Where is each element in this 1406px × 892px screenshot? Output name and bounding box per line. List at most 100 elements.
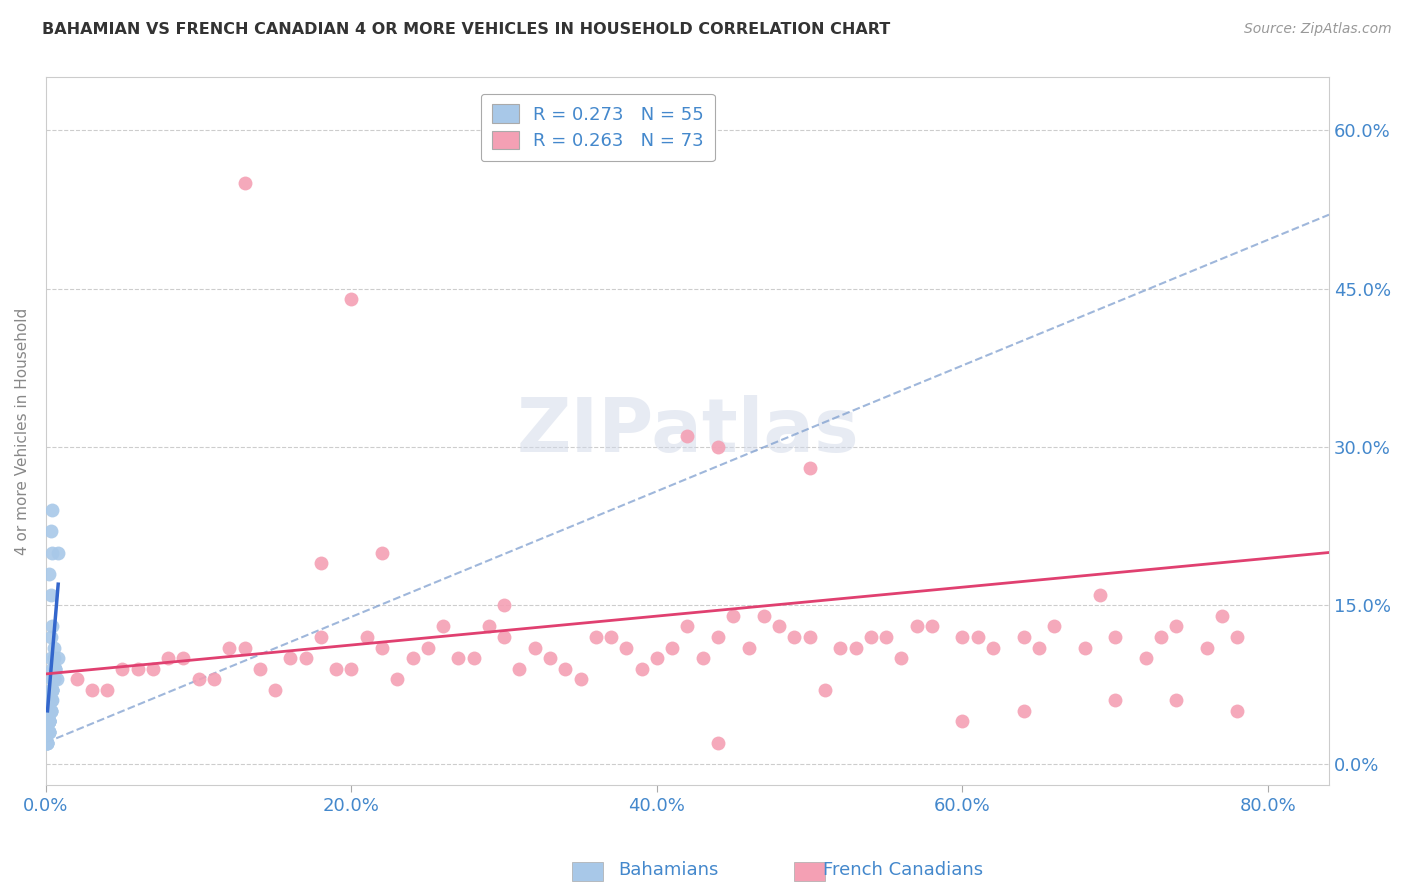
Point: [737, 640, 759, 655]
Point: [859, 630, 882, 644]
Point: [37, 725, 59, 739]
Point: [38, 714, 60, 729]
Point: [39, 630, 62, 644]
Point: [325, 662, 347, 676]
Point: [340, 662, 363, 676]
Point: [585, 630, 607, 644]
Point: [39, 693, 62, 707]
Point: [44, 662, 66, 676]
Point: [1166, 619, 1188, 633]
Point: [356, 630, 378, 644]
Point: [768, 619, 790, 633]
Point: [600, 630, 623, 644]
Point: [538, 651, 561, 665]
Point: [38, 714, 60, 729]
Point: [37, 735, 59, 749]
Point: [752, 608, 775, 623]
Point: [38, 725, 60, 739]
Point: [44, 662, 66, 676]
Point: [37, 704, 59, 718]
Point: [65, 672, 87, 686]
Point: [39, 693, 62, 707]
Point: [844, 640, 866, 655]
Point: [38, 714, 60, 729]
Point: [42, 651, 65, 665]
Point: [42, 672, 65, 686]
Point: [44, 662, 66, 676]
Point: [41, 619, 63, 633]
Point: [1150, 630, 1173, 644]
Point: [875, 630, 897, 644]
Point: [233, 640, 256, 655]
Point: [38, 704, 60, 718]
Point: [1211, 608, 1233, 623]
Point: [39, 682, 62, 697]
Point: [1135, 651, 1157, 665]
Point: [952, 630, 974, 644]
Point: [37, 735, 59, 749]
Point: [1012, 704, 1035, 718]
Point: [1104, 630, 1126, 644]
Point: [96, 682, 118, 697]
Point: [280, 651, 302, 665]
Point: [1195, 640, 1218, 655]
Point: [463, 651, 485, 665]
Point: [111, 662, 134, 676]
Point: [1028, 640, 1050, 655]
Point: [661, 640, 683, 655]
Text: Bahamians: Bahamians: [619, 861, 718, 879]
Point: [371, 640, 394, 655]
Point: [981, 640, 1004, 655]
Point: [1226, 704, 1249, 718]
Point: [952, 714, 974, 729]
Point: [39, 704, 62, 718]
Point: [966, 630, 988, 644]
Point: [39, 588, 62, 602]
Text: French Canadians: French Canadians: [823, 861, 983, 879]
Point: [494, 630, 516, 644]
Point: [41, 672, 63, 686]
Point: [309, 630, 332, 644]
Point: [218, 640, 240, 655]
Point: [1104, 693, 1126, 707]
Point: [41, 682, 63, 697]
Point: [39, 693, 62, 707]
Point: [172, 651, 194, 665]
Point: [309, 556, 332, 570]
Point: [39, 693, 62, 707]
Point: [340, 292, 363, 306]
Point: [707, 630, 730, 644]
Point: [1226, 630, 1249, 644]
Point: [1073, 640, 1095, 655]
Point: [37, 725, 59, 739]
Point: [569, 672, 592, 686]
Point: [41, 503, 63, 517]
Point: [264, 682, 287, 697]
Point: [523, 640, 546, 655]
Point: [799, 630, 821, 644]
Point: [616, 640, 638, 655]
Point: [37, 735, 59, 749]
Point: [38, 714, 60, 729]
Point: [783, 630, 806, 644]
Point: [371, 545, 394, 559]
Point: [42, 640, 65, 655]
Point: [249, 662, 271, 676]
Point: [46, 545, 69, 559]
Point: [38, 704, 60, 718]
Point: [494, 599, 516, 613]
Point: [645, 651, 668, 665]
Point: [676, 429, 699, 443]
Point: [39, 693, 62, 707]
Point: [416, 640, 439, 655]
Point: [41, 682, 63, 697]
Point: [38, 714, 60, 729]
Point: [41, 672, 63, 686]
Point: [39, 682, 62, 697]
Point: [478, 619, 501, 633]
Point: [508, 662, 530, 676]
Point: [707, 735, 730, 749]
Point: [1012, 630, 1035, 644]
Point: [38, 725, 60, 739]
Point: [42, 672, 65, 686]
